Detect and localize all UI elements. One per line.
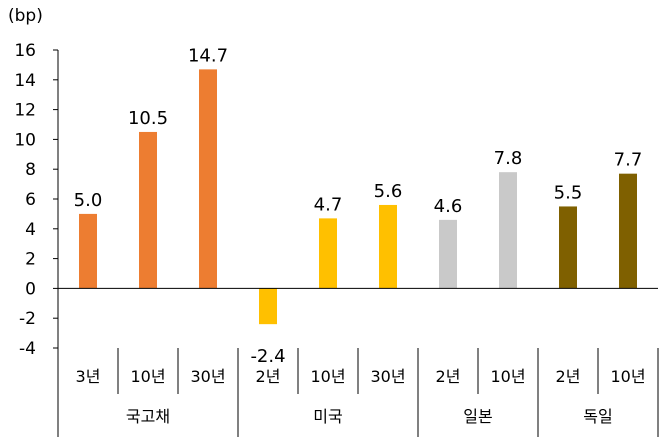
data-label: 10.5 — [128, 108, 168, 129]
group-label: 일본 — [463, 407, 492, 426]
bar — [559, 206, 577, 289]
x-tick-label: 10년 — [490, 367, 525, 386]
bar — [619, 173, 637, 289]
bar — [319, 218, 337, 289]
data-label: 5.0 — [74, 190, 103, 211]
x-tick-label: 3년 — [76, 367, 101, 386]
data-label: 7.8 — [494, 148, 523, 169]
group-label: 국고채 — [126, 407, 170, 426]
x-tick-label: 2년 — [256, 367, 281, 386]
data-label: 5.5 — [554, 182, 583, 203]
x-tick-label: 30년 — [190, 367, 225, 386]
data-label: 4.6 — [434, 196, 463, 217]
y-tick-label: 14 — [14, 71, 36, 91]
y-tick-label: 12 — [14, 101, 36, 121]
bar — [439, 219, 457, 289]
bar — [379, 204, 397, 289]
data-label: 7.7 — [614, 150, 643, 171]
x-tick-label: 30년 — [370, 367, 405, 386]
x-tick-label: 10년 — [130, 367, 165, 386]
bar — [259, 288, 277, 325]
y-tick-label: 8 — [25, 160, 36, 180]
bar — [499, 172, 517, 289]
data-label: 5.6 — [374, 181, 403, 202]
y-tick-label: 4 — [25, 220, 36, 240]
y-tick-label: 2 — [25, 250, 36, 270]
y-tick-label: -4 — [19, 339, 36, 359]
data-label: -2.4 — [250, 346, 285, 367]
group-label: 독일 — [583, 407, 612, 426]
y-tick-label: 6 — [25, 190, 36, 210]
bar — [199, 69, 217, 289]
data-label: 14.7 — [188, 45, 228, 66]
y-tick-label: -2 — [19, 309, 36, 329]
y-tick-label: 16 — [14, 41, 36, 61]
bar — [79, 213, 97, 289]
bar — [139, 131, 157, 289]
y-tick-label: 0 — [25, 279, 36, 299]
y-axis-unit-label: (bp) — [8, 6, 43, 26]
x-tick-label: 2년 — [436, 367, 461, 386]
x-tick-label: 2년 — [556, 367, 581, 386]
y-tick-label: 10 — [14, 130, 36, 150]
x-tick-label: 10년 — [310, 367, 345, 386]
data-label: 4.7 — [314, 194, 343, 215]
group-label: 미국 — [313, 407, 342, 426]
x-tick-label: 10년 — [610, 367, 645, 386]
